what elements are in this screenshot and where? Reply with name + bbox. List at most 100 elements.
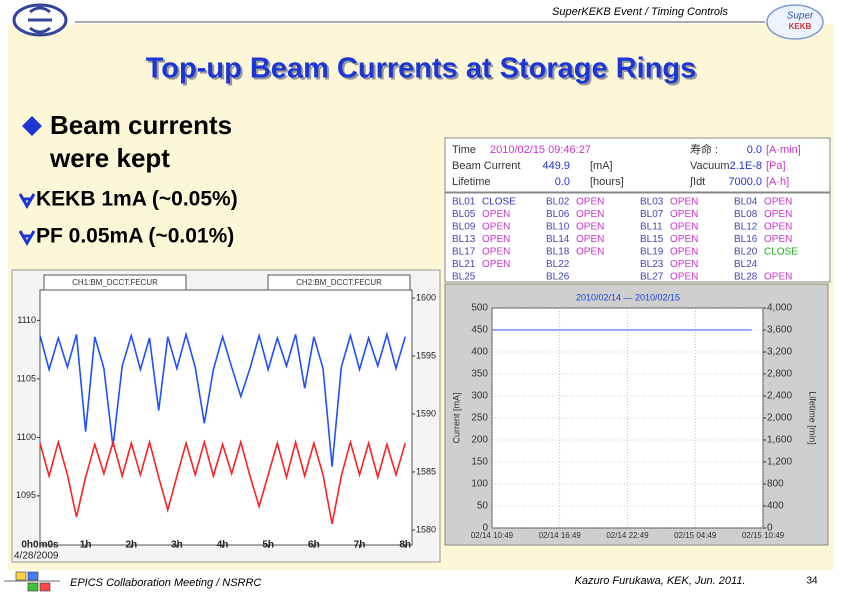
status-value: 2010/02/15 09:46:27 (490, 144, 591, 156)
beamline-status: OPEN (576, 209, 604, 220)
main-bullet: were kept (49, 143, 170, 173)
beamline-name: BL09 (452, 222, 476, 233)
beamline-status: OPEN (670, 247, 698, 258)
beamline-status: OPEN (482, 247, 510, 258)
y-tick-label: 1110 (17, 315, 36, 325)
beamline-status: OPEN (670, 209, 698, 220)
date-label: 4/28/2009 (14, 551, 59, 562)
beamline-name: BL14 (546, 234, 570, 245)
beamline-name: BL06 (546, 209, 570, 220)
page-number: 34 (806, 576, 818, 587)
beamline-name: BL20 (734, 247, 758, 258)
beamline-status: OPEN (764, 197, 792, 208)
beamline-status: OPEN (670, 222, 698, 233)
status-label: Time (452, 144, 476, 156)
beamline-name: BL21 (452, 259, 476, 270)
beamline-status: OPEN (764, 209, 792, 220)
status-label: ∫Idt (689, 176, 705, 188)
beamline-panel (444, 192, 831, 283)
beamline-name: BL18 (546, 247, 570, 258)
y-tick-label: 1105 (17, 373, 36, 383)
footer-right: Kazuro Furukawa, KEK, Jun. 2011. (575, 575, 746, 587)
status-value: 0.0 (747, 144, 762, 156)
y2-tick-label: 2,800 (767, 369, 792, 380)
sub-bullet-marker (18, 193, 36, 209)
footer-logo (4, 571, 60, 592)
beamline-name: BL15 (640, 234, 664, 245)
header-text: SuperKEKB Event / Timing Controls (552, 6, 728, 18)
beamline-status: OPEN (670, 259, 698, 270)
y-tick-label: 450 (471, 325, 488, 336)
logo-text: Super (787, 11, 814, 22)
title: Top-up Beam Currents at Storage Rings (146, 53, 697, 85)
beamline-name: BL19 (640, 247, 664, 258)
channel-label: CH1:BM_DCCT:FECUR (72, 278, 158, 287)
series-line (39, 331, 406, 467)
beamline-status: OPEN (576, 197, 604, 208)
footer-left: EPICS Collaboration Meeting / NSRRC (70, 577, 261, 589)
beamline-name: BL05 (452, 209, 476, 220)
y-tick-label: 100 (471, 479, 488, 490)
beamline-status: OPEN (482, 259, 510, 270)
beamline-name: BL02 (546, 197, 570, 208)
beamline-status: OPEN (576, 247, 604, 258)
y2-axis-label: Lifetime [min] (808, 391, 818, 445)
y-tick-label: 1100 (17, 432, 36, 442)
channel-box (267, 274, 411, 291)
status-unit: [A·min] (766, 144, 801, 156)
beamline-status: CLOSE (482, 197, 516, 208)
beamline-name: BL11 (640, 222, 663, 233)
beamline-status: OPEN (670, 197, 698, 208)
status-label: 寿命 : (690, 142, 718, 156)
y-tick-label: 50 (477, 501, 489, 512)
y2-tick-label: 3,600 (767, 325, 792, 336)
beamline-name: BL01 (452, 197, 476, 208)
beamline-status: OPEN (670, 234, 698, 245)
status-value: 0.0 (555, 176, 570, 188)
beamline-status: OPEN (670, 272, 698, 283)
beamline-status: OPEN (764, 222, 792, 233)
beamline-name: BL26 (546, 272, 570, 283)
y-tick-label: 500 (471, 303, 488, 314)
y-tick-label: 350 (471, 369, 488, 380)
y2-tick-label: 1590 (416, 408, 436, 418)
y2-tick-label: 1595 (416, 350, 436, 360)
beamline-status: OPEN (482, 209, 510, 220)
beamline-name: BL25 (452, 272, 476, 283)
y2-tick-label: 1,600 (767, 435, 792, 446)
status-label: Vacuum : (690, 160, 736, 172)
chart-title: 2010/02/14 — 2010/02/15 (576, 292, 680, 302)
beamline-status: CLOSE (764, 247, 798, 258)
beamline-table: BL01 CLOSE BL02 OPEN BL03 OPEN BL04 OPEN BL05 OPE… (452, 197, 798, 283)
beamline-name: BL12 (734, 222, 758, 233)
status-panel (444, 137, 831, 193)
status-unit: [Pa] (766, 160, 786, 172)
y2-tick-label: 1580 (416, 524, 436, 534)
channel-label: CH2:BM_DCCT:FECUR (296, 278, 382, 287)
y2-tick-label: 1600 (416, 292, 436, 302)
beamline-name: BL28 (734, 272, 758, 283)
y-tick-label: 1095 (16, 490, 36, 500)
beamline-name: BL04 (734, 197, 758, 208)
y-tick-label: 250 (471, 413, 488, 424)
sub-bullet: PF 0.05mA (~0.01%) (36, 225, 234, 248)
status-label: Beam Current (452, 160, 520, 172)
trend-chart: 1095110011051110158015851590159516000h0m… (14, 274, 436, 562)
status-value: 2.1E-8 (730, 160, 762, 172)
beamline-name: BL08 (734, 209, 758, 220)
y2-tick-label: 4,000 (767, 303, 792, 314)
y2-tick-label: 1585 (416, 466, 436, 476)
status-value: 449.9 (542, 160, 570, 172)
status-label: Lifetime (452, 176, 491, 188)
beamline-status: OPEN (482, 234, 510, 245)
y2-tick-label: 400 (767, 501, 784, 512)
kek-logo (12, 3, 68, 37)
beamline-status: OPEN (764, 272, 792, 283)
x-tick-label: 02/14 10:49 (471, 531, 514, 540)
y2-tick-label: 2,000 (767, 413, 792, 424)
beamline-name: BL22 (546, 259, 570, 270)
x-tick-label: 02/15 04:49 (674, 531, 717, 540)
y2-tick-label: 800 (767, 479, 784, 490)
status-unit: [hours] (590, 176, 624, 188)
